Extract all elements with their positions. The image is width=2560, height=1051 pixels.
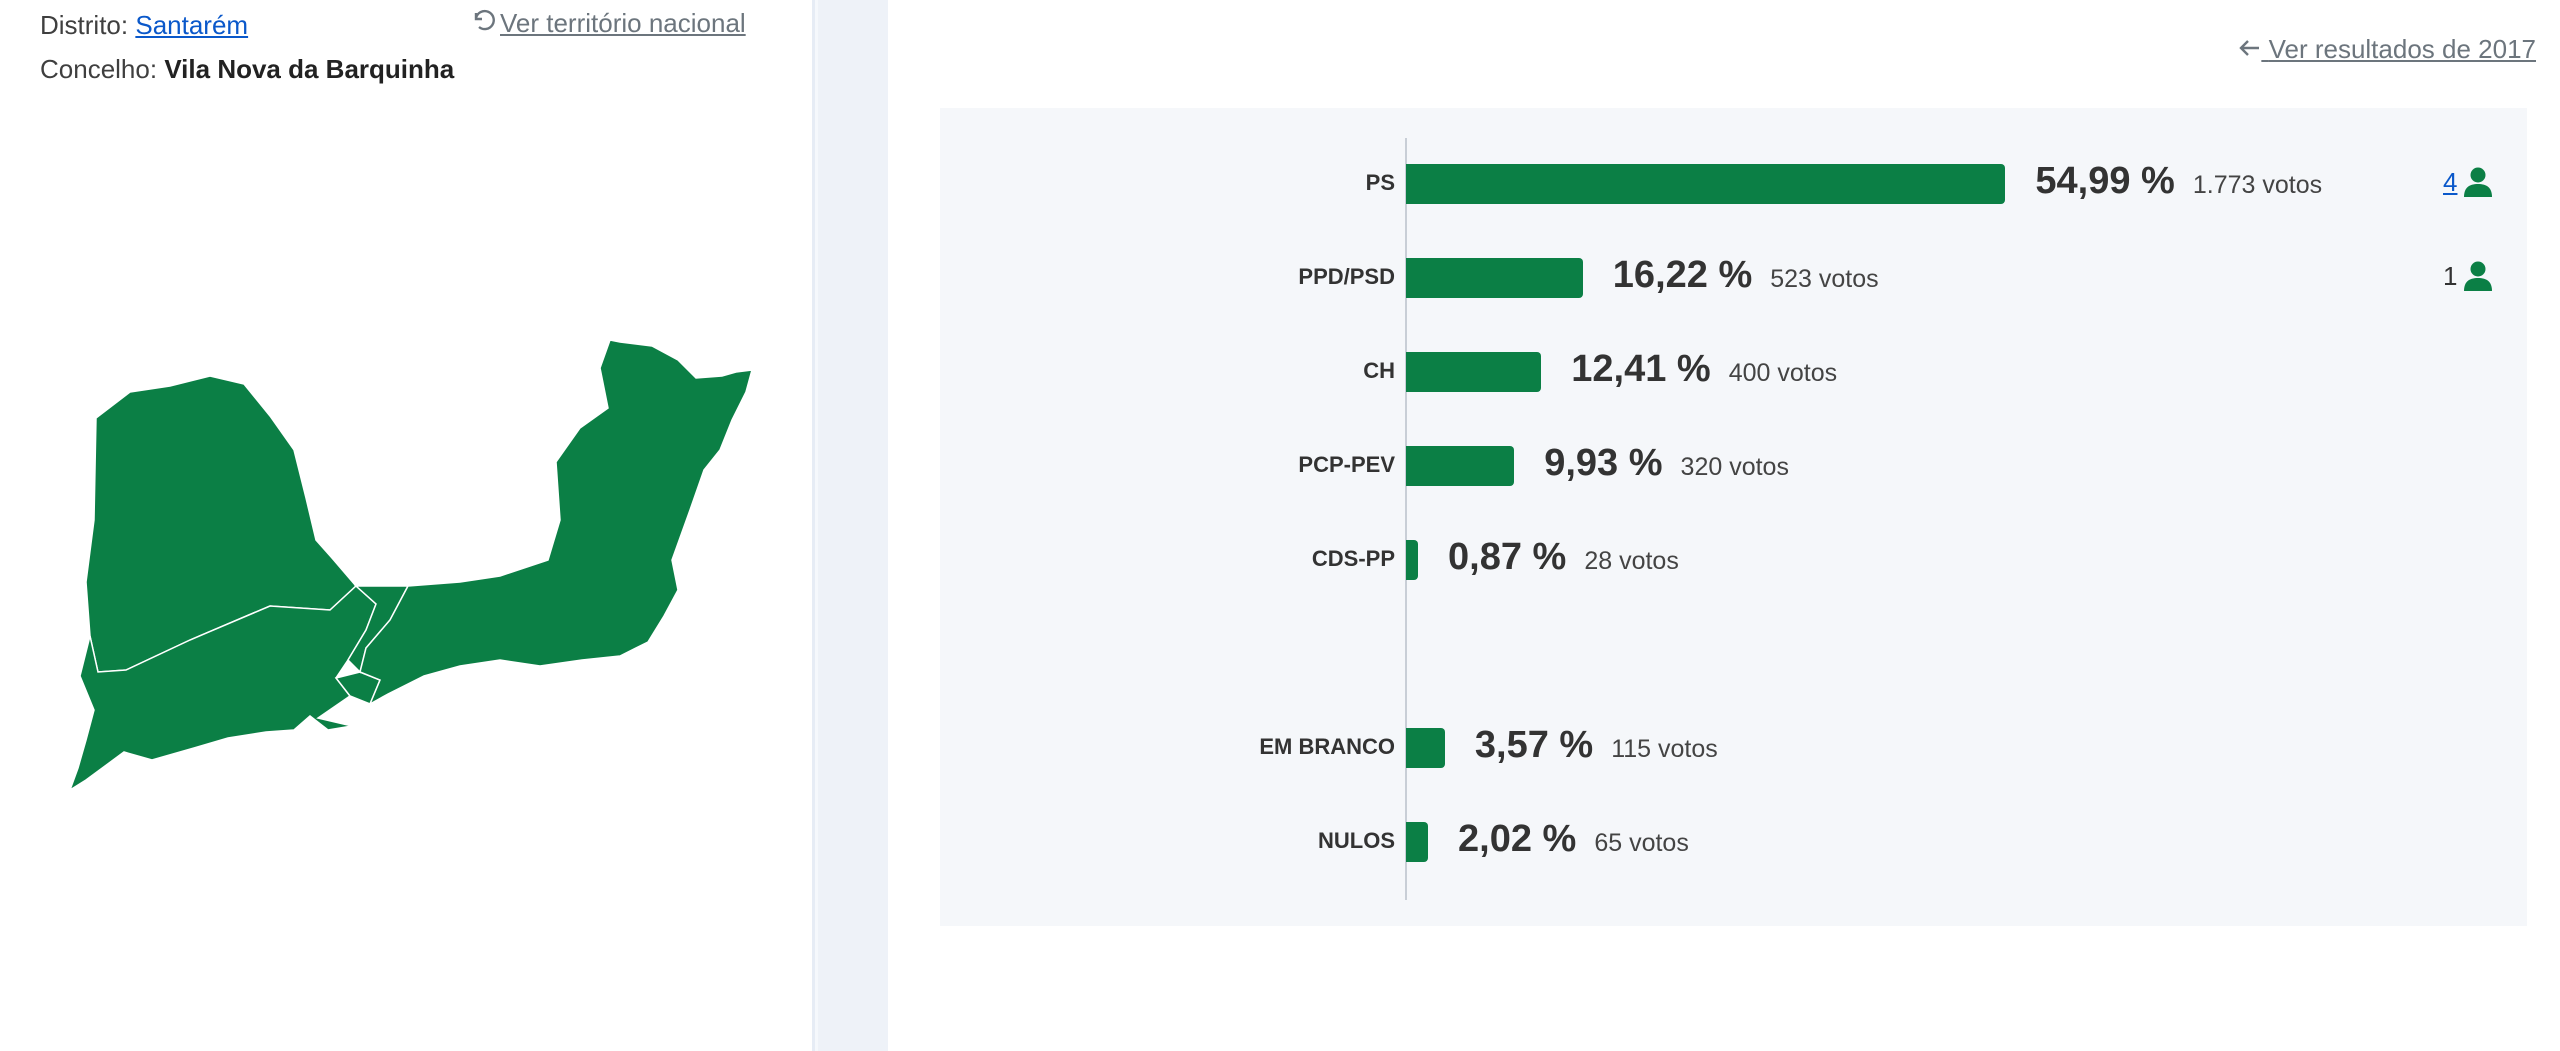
votes-label: 28 votos <box>1584 547 1679 575</box>
party-label: CDS-PP <box>1311 546 1395 571</box>
result-values: 3,57 % 115 votos <box>1475 724 1718 767</box>
votes-label: 115 votos <box>1611 735 1718 763</box>
district-line: Distrito: Santarém <box>40 10 248 41</box>
votes-label: 320 votos <box>1680 453 1789 481</box>
votes-label: 65 votos <box>1594 829 1689 857</box>
result-values: 2,02 % 65 votos <box>1458 818 1689 861</box>
percent-label: 9,93 % <box>1544 442 1663 484</box>
district-label: Distrito: <box>40 10 129 40</box>
seats-count[interactable]: 4 <box>2443 166 2493 198</box>
percent-label: 0,87 % <box>1448 536 1567 578</box>
parish-southwest[interactable] <box>68 584 377 792</box>
percent-label: 54,99 % <box>2035 160 2175 202</box>
party-label: EM BRANCO <box>1259 734 1395 759</box>
parish-east[interactable] <box>359 339 754 706</box>
panel-gap <box>818 0 888 1051</box>
result-bar <box>1406 822 1429 862</box>
votes-label: 400 votos <box>1728 359 1838 387</box>
party-label: PCP-PEV <box>1298 452 1395 477</box>
result-values: 54,99 % 1.773 votos <box>2035 160 2322 203</box>
council-name: Vila Nova da Barquinha <box>164 54 455 84</box>
percent-label: 2,02 % <box>1458 818 1577 860</box>
result-values: 0,87 % 28 votos <box>1448 536 1679 579</box>
parish-shapes[interactable] <box>68 339 754 792</box>
party-label: PS <box>1365 170 1395 195</box>
result-values: 16,22 % 523 votos <box>1613 254 1879 297</box>
result-row: EM BRANCO 3,57 % 115 votos <box>940 724 2527 772</box>
result-row: NULOS 2,02 % 65 votos <box>940 818 2527 866</box>
seats-number: 1 <box>2443 260 2458 291</box>
undo-icon <box>470 8 496 39</box>
person-icon <box>2464 167 2493 197</box>
percent-label: 12,41 % <box>1571 348 1711 390</box>
result-bar <box>1406 258 1583 298</box>
party-label: NULOS <box>1318 828 1395 853</box>
previous-results-link[interactable]: Ver resultados de 2017 <box>2237 34 2536 65</box>
votes-label: 1.773 votos <box>2192 171 2323 199</box>
person-icon <box>2464 261 2493 291</box>
council-line: Concelho: Vila Nova da Barquinha <box>40 54 454 85</box>
result-row: PCP-PEV 9,93 % 320 votos <box>940 442 2527 490</box>
result-row: PS 54,99 % 1.773 votos 4 <box>940 160 2527 208</box>
result-values: 9,93 % 320 votos <box>1544 442 1789 485</box>
result-bar <box>1406 164 2006 204</box>
results-chart: PS 54,99 % 1.773 votos 4 PPD/PSD 16,22 % 523 v… <box>940 108 2527 926</box>
party-label: PPD/PSD <box>1298 264 1395 289</box>
result-row: PPD/PSD 16,22 % 523 votos 1 <box>940 254 2527 302</box>
location-panel: Distrito: Santarém Concelho: Vila Nova d… <box>0 0 815 1051</box>
result-row: CDS-PP 0,87 % 28 votos <box>940 536 2527 584</box>
results-panel: Ver resultados de 2017 PS 54,99 % 1.773 vo… <box>888 0 2560 1051</box>
national-territory-label: Ver território nacional <box>500 8 746 38</box>
result-bar <box>1406 728 1445 768</box>
previous-results-label: Ver resultados de 2017 <box>2268 34 2536 64</box>
result-bar <box>1406 540 1418 580</box>
result-bar <box>1406 446 1515 486</box>
district-link[interactable]: Santarém <box>135 10 249 40</box>
result-bar <box>1406 352 1542 392</box>
chart-axis-line <box>1405 138 1407 900</box>
national-territory-link[interactable]: Ver território nacional <box>470 8 746 39</box>
percent-label: 3,57 % <box>1474 724 1594 766</box>
seats-count: 1 <box>2443 260 2493 292</box>
result-values: 12,41 % 400 votos <box>1571 348 1837 391</box>
arrow-left-icon <box>2237 34 2268 64</box>
municipality-map[interactable] <box>60 320 760 800</box>
votes-label: 523 votos <box>1770 265 1879 293</box>
percent-label: 16,22 % <box>1612 254 1753 296</box>
result-row: CH 12,41 % 400 votos <box>940 348 2527 396</box>
seats-number[interactable]: 4 <box>2443 166 2458 197</box>
party-label: CH <box>1363 358 1395 383</box>
council-label: Concelho: <box>40 54 158 84</box>
